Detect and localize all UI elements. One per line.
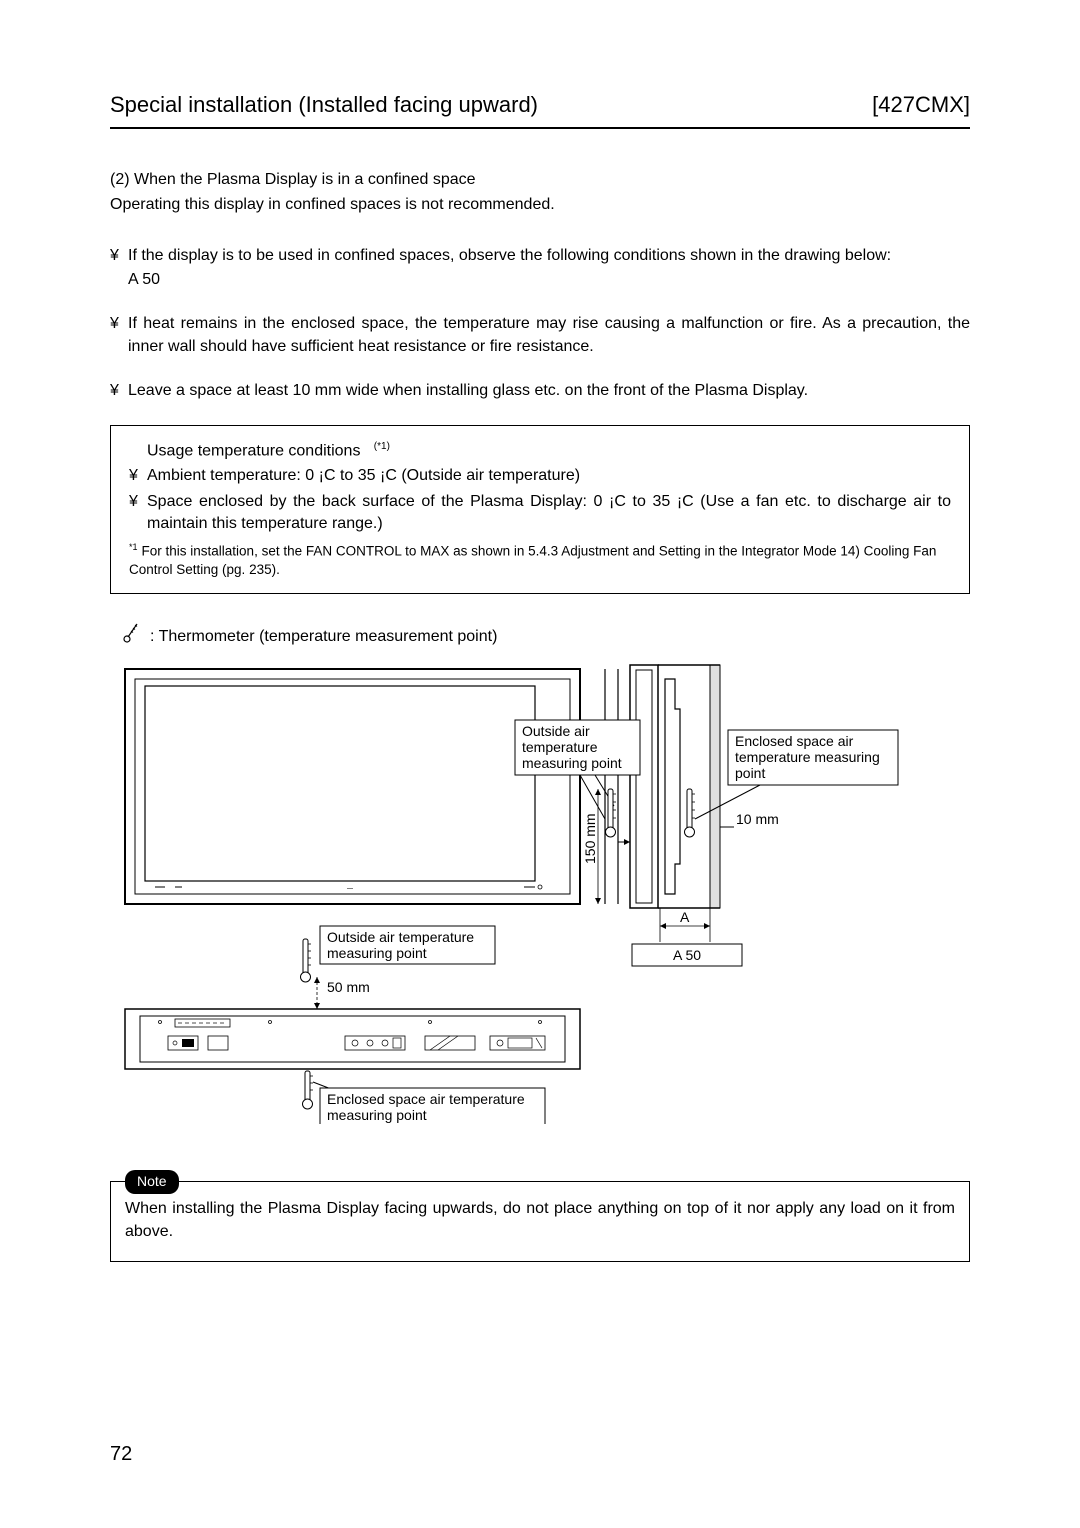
usage-footnote: *1For this installation, set the FAN CON… xyxy=(129,541,951,579)
usage-box: Usage temperature conditions (*1) ¥ Ambi… xyxy=(110,425,970,595)
diagram-label-outside-side: Outside air xyxy=(522,723,590,739)
usage-title-text: Usage temperature conditions xyxy=(147,442,360,459)
thermometer-icon xyxy=(301,939,312,982)
svg-text:Outside air temperature: Outside air temperature xyxy=(327,929,474,945)
bullet-2: ¥ If heat remains in the enclosed space,… xyxy=(110,313,970,358)
usage-note-text: For this installation, set the FAN CONTR… xyxy=(129,544,936,577)
bullet-2-text: If heat remains in the enclosed space, t… xyxy=(128,313,970,358)
thermometer-icon xyxy=(606,789,617,837)
thermometer-icon xyxy=(685,789,696,837)
bullet-marker: ¥ xyxy=(110,313,128,358)
usage-line-1: ¥ Ambient temperature: 0 ¡C to 35 ¡C (Ou… xyxy=(129,465,951,487)
legend-row: : Thermometer (temperature measurement p… xyxy=(122,622,970,651)
note-box: Note When installing the Plasma Display … xyxy=(110,1181,970,1262)
header-model: [427CMX] xyxy=(872,90,970,121)
bullet-3: ¥ Leave a space at least 10 mm wide when… xyxy=(110,380,970,402)
bullet-marker: ¥ xyxy=(129,491,147,536)
legend-text: : Thermometer (temperature measurement p… xyxy=(150,626,497,648)
usage-1-text: Ambient temperature: 0 ¡C to 35 ¡C (Outs… xyxy=(147,465,951,487)
diagram-label-a: A xyxy=(680,909,690,925)
svg-text:temperature: temperature xyxy=(522,739,598,755)
bullet-marker: ¥ xyxy=(110,380,128,402)
intro-line-1: (2) When the Plasma Display is in a conf… xyxy=(110,169,970,191)
svg-text:Enclosed space air temperature: Enclosed space air temperature xyxy=(327,1091,525,1107)
bullet-1-sub: A 50 xyxy=(128,269,970,291)
bullet-marker: ¥ xyxy=(129,465,147,487)
page-number: 72 xyxy=(110,1440,132,1468)
usage-title: Usage temperature conditions (*1) xyxy=(147,440,951,463)
thermometer-icon xyxy=(303,1071,314,1109)
usage-note-sup: *1 xyxy=(129,542,138,552)
diagram-label-50mm: 50 mm xyxy=(327,979,370,995)
note-text: When installing the Plasma Display facin… xyxy=(125,1198,955,1243)
bullet-1: ¥ If the display is to be used in confin… xyxy=(110,245,970,292)
diagram-label-150mm: 150 mm xyxy=(582,813,598,864)
intro-line-2: Operating this display in confined space… xyxy=(110,194,970,216)
svg-text:measuring point: measuring point xyxy=(327,945,427,961)
page-header: Special installation (Installed facing u… xyxy=(110,90,970,129)
note-badge: Note xyxy=(125,1170,179,1194)
bullet-3-text: Leave a space at least 10 mm wide when i… xyxy=(128,380,970,402)
bullet-1-text: If the display is to be used in confined… xyxy=(128,245,970,267)
thermometer-icon xyxy=(122,622,142,651)
installation-diagram: ⎯⎯ Outside air temperature measuring poi… xyxy=(120,664,970,1131)
svg-text:measuring point: measuring point xyxy=(522,755,622,771)
diagram-label-10mm: 10 mm xyxy=(736,811,779,827)
svg-text:measuring point: measuring point xyxy=(327,1107,427,1123)
usage-2-text: Space enclosed by the back surface of th… xyxy=(147,491,951,536)
svg-text:temperature measuring: temperature measuring xyxy=(735,749,880,765)
svg-text:Enclosed space air: Enclosed space air xyxy=(735,733,854,749)
header-title: Special installation (Installed facing u… xyxy=(110,90,538,121)
svg-text:⎯⎯: ⎯⎯ xyxy=(347,886,353,892)
svg-text:point: point xyxy=(735,765,765,781)
diagram-label-a50: A 50 xyxy=(673,947,701,963)
usage-title-sup: (*1) xyxy=(374,441,390,452)
bullet-marker: ¥ xyxy=(110,245,128,267)
usage-line-2: ¥ Space enclosed by the back surface of … xyxy=(129,491,951,536)
